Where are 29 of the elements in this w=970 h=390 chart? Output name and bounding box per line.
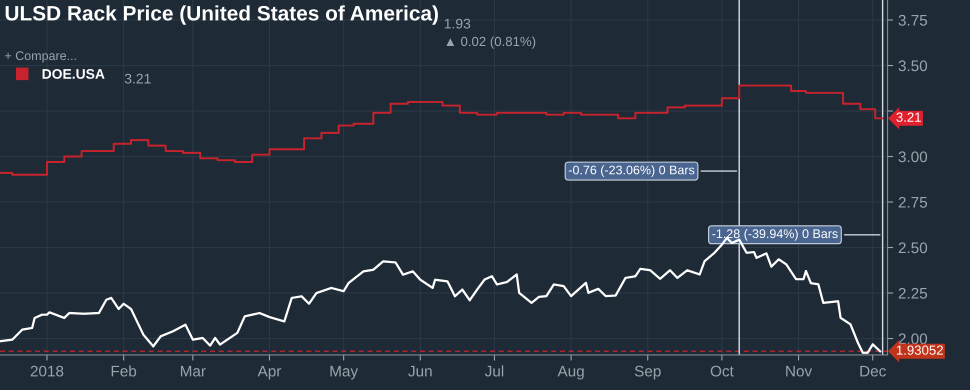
x-tick-label: Dec [860,366,886,377]
x-tick-label: Jul [484,365,504,377]
legend-label: DOE.USA [42,69,105,79]
x-tick-label: Jun [408,366,432,377]
annotation: 3.21 [896,112,921,122]
y-tick-label: 3.00 [898,151,928,162]
y-tick-label: 2.00 [898,333,928,344]
y-tick-label: 3.50 [898,60,928,72]
x-tick-label: Aug [558,366,584,380]
x-tick-label: Nov [786,366,812,377]
annotation: -0.76 (-23.06%) 0 Bars [568,165,694,177]
x-tick-label: 2018 [30,366,64,377]
y-tick-label: 2.25 [898,288,928,299]
annotation: + Compare... [5,51,76,63]
annotation: 1.93052 [896,345,943,355]
x-tick-label: Oct [710,366,734,377]
x-tick-label: Feb [112,365,136,377]
annotation: 1.93 [444,18,470,29]
annotation: 3.21 [124,74,151,84]
x-tick-label: Apr [258,366,282,380]
annotation: -1.28 (-39.94%) 0 Bars [712,228,838,241]
y-tick-label: 3.75 [898,14,928,26]
chart-title: ULSD Rack Price (United States of America) [6,5,438,25]
y-tick-label: 2.50 [898,242,928,254]
x-tick-label: Sep [634,366,661,380]
x-tick-label: Mar [180,366,206,377]
x-tick-label: May [330,366,358,380]
annotation: ▲ 0.02 (0.81%) [446,36,536,49]
y-tick-label: 2.75 [898,196,928,208]
